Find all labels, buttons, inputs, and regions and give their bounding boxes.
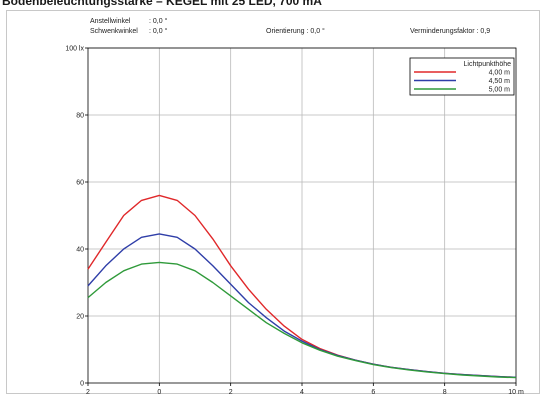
schwenkwinkel-value: : 0,0 ° — [149, 28, 168, 35]
y-tick-label: 80 — [76, 113, 84, 120]
x-tick-label: 2 — [86, 389, 90, 396]
y-tick-label: 100 lx — [65, 46, 84, 53]
y-tick-label: 40 — [76, 247, 84, 254]
legend-label: 4,50 m — [489, 78, 511, 85]
x-tick-label: 6 — [371, 389, 375, 396]
y-tick-label: 60 — [76, 180, 84, 187]
chart-title: Bodenbeleuchtungsstärke – KEGEL mit 25 L… — [2, 0, 322, 8]
verminderungsfaktor-text: Verminderungsfaktor : 0,9 — [410, 28, 491, 35]
x-tick-label: 4 — [300, 389, 304, 396]
x-tick-label: 8 — [443, 389, 447, 396]
x-tick-label: 2 — [229, 389, 233, 396]
schwenkwinkel-label: Schwenkwinkel — [90, 28, 138, 35]
anstellwinkel-label: Anstellwinkel — [90, 18, 131, 25]
anstellwinkel-value: : 0,0 ° — [149, 18, 168, 25]
orientierung-text: Orientierung : 0,0 ° — [266, 28, 325, 35]
legend-title: Lichtpunkthöhe — [464, 61, 512, 68]
legend-label: 5,00 m — [489, 87, 511, 94]
y-tick-label: 20 — [76, 314, 84, 321]
chart-frame — [6, 10, 540, 394]
legend-label: 4,00 m — [489, 70, 511, 77]
x-tick-label: 10 m — [508, 389, 524, 396]
series-line — [87, 261, 517, 379]
x-tick-label: 0 — [157, 389, 161, 396]
y-tick-label: 0 — [80, 381, 84, 388]
